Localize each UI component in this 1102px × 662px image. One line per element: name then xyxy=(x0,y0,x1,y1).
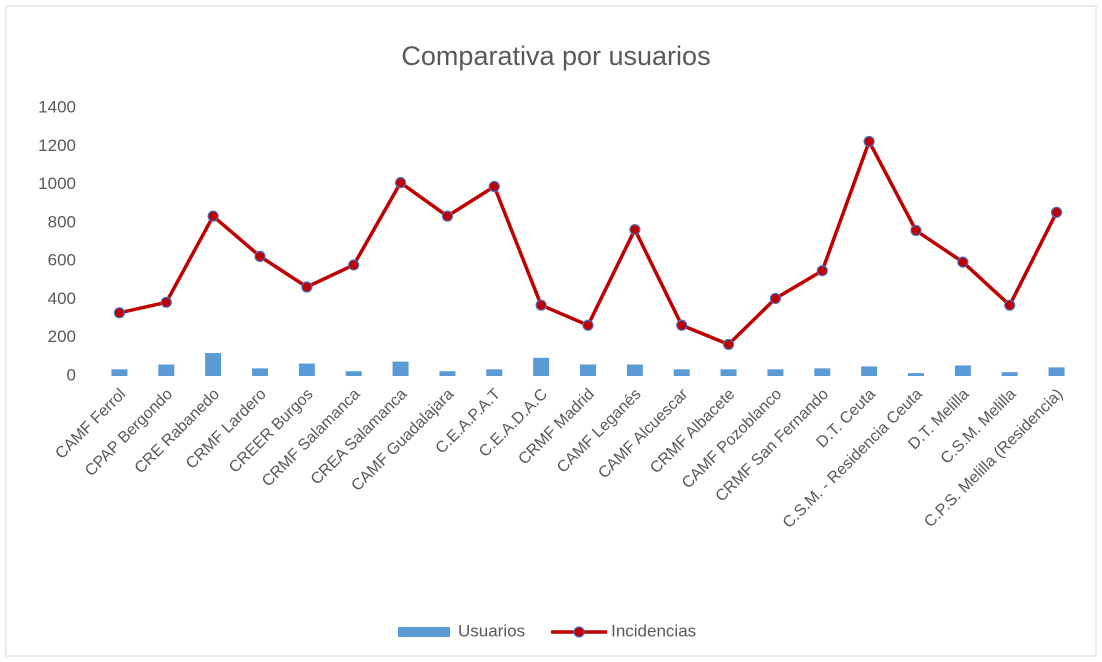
bar xyxy=(486,369,503,376)
bar xyxy=(533,357,550,376)
bar xyxy=(861,366,878,376)
chart-frame xyxy=(5,5,1097,657)
bar xyxy=(205,353,222,376)
bar xyxy=(392,361,409,376)
y-tick-label: 600 xyxy=(48,251,76,270)
bar xyxy=(252,368,268,376)
marker xyxy=(957,256,969,268)
marker xyxy=(816,265,828,277)
bar xyxy=(580,364,596,376)
legend-label: Usuarios xyxy=(458,621,525,640)
y-tick-label: 800 xyxy=(48,212,76,231)
chart-title: Comparativa por usuarios xyxy=(401,41,710,71)
y-tick-label: 1400 xyxy=(38,97,76,116)
bar xyxy=(767,369,784,376)
marker xyxy=(535,299,547,311)
marker xyxy=(629,223,641,236)
legend-marker xyxy=(573,626,585,638)
marker xyxy=(676,319,688,331)
marker xyxy=(207,210,219,222)
marker xyxy=(394,177,407,189)
bar xyxy=(1001,372,1018,376)
bar xyxy=(673,369,690,376)
bar xyxy=(1048,367,1065,376)
bar xyxy=(158,364,175,376)
bar xyxy=(298,363,315,376)
marker xyxy=(582,319,594,331)
bar xyxy=(626,364,643,376)
marker xyxy=(113,307,126,319)
bar xyxy=(908,373,924,376)
bar xyxy=(720,369,737,376)
marker xyxy=(769,292,782,305)
marker xyxy=(1050,206,1063,218)
y-tick-label: 0 xyxy=(67,365,76,384)
marker xyxy=(910,224,922,237)
marker xyxy=(1004,299,1016,311)
y-tick-label: 400 xyxy=(48,289,76,308)
marker xyxy=(160,296,172,308)
marker xyxy=(722,338,735,351)
y-tick-label: 1200 xyxy=(38,136,76,155)
bar xyxy=(814,368,831,376)
marker xyxy=(254,250,266,262)
bar xyxy=(111,369,128,376)
y-tick-label: 200 xyxy=(48,327,76,346)
marker xyxy=(301,281,313,293)
legend-label: Incidencias xyxy=(611,621,696,640)
marker xyxy=(488,180,500,193)
marker xyxy=(348,259,360,271)
bar xyxy=(954,365,971,376)
marker xyxy=(441,210,454,222)
marker xyxy=(863,135,875,148)
bar xyxy=(345,371,362,376)
bar xyxy=(439,371,456,376)
legend-swatch xyxy=(398,627,450,637)
y-tick-label: 1000 xyxy=(38,174,76,193)
